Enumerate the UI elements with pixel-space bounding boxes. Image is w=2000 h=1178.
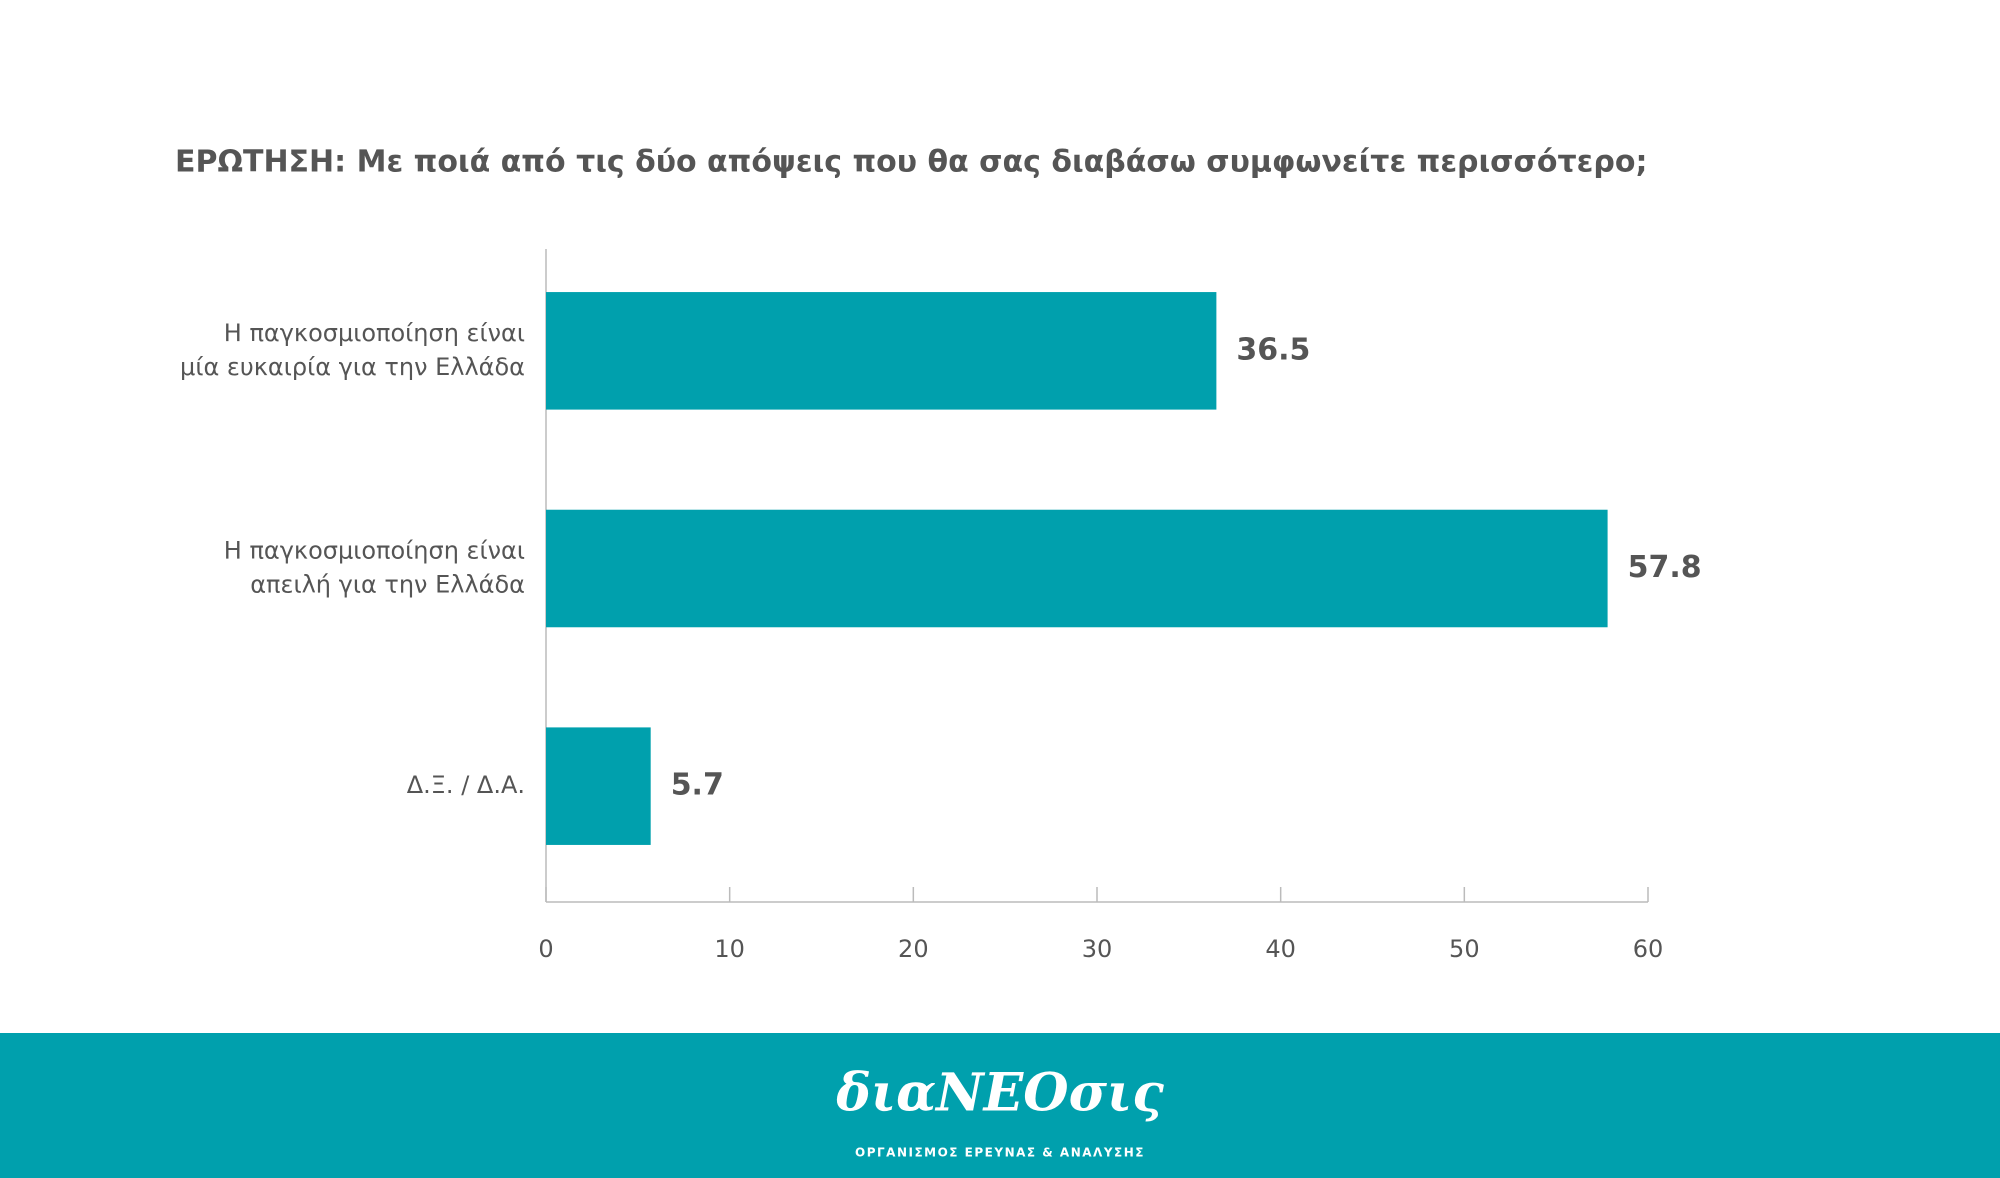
bar	[546, 727, 651, 845]
x-tick-label: 10	[714, 935, 745, 963]
footer-tagline: ΟΡΓΑΝΙΣΜΟΣ ΕΡΕΥΝΑΣ & ΑΝΑΛΥΣΗΣ	[855, 1146, 1145, 1160]
value-label: 57.8	[1628, 550, 1702, 585]
footer-logo: διαNEOσις	[835, 1063, 1164, 1124]
x-tick-label: 60	[1633, 935, 1664, 963]
y-tick-label: Η παγκοσμιοποίηση είναι μία ευκαιρία για …	[180, 319, 525, 381]
x-tick-label: 50	[1449, 935, 1480, 963]
bar	[546, 509, 1608, 628]
x-tick-label: 0	[538, 935, 553, 963]
value-label: 5.7	[671, 768, 724, 803]
x-tick-label: 20	[898, 935, 929, 963]
y-tick-label: Η παγκοσμιοποίηση είναι απειλή για την Ελ…	[224, 537, 525, 599]
bar	[546, 292, 1217, 410]
chart-title: ΕΡΩΤΗΣΗ: Με ποιά από τις δύο απόψεις που…	[175, 145, 1647, 180]
y-tick-label: Δ.Ξ. / Δ.Α.	[407, 771, 525, 799]
value-label: 36.5	[1236, 332, 1310, 367]
x-tick-label: 40	[1265, 935, 1296, 963]
x-tick-label: 30	[1082, 935, 1113, 963]
footer-band	[0, 1033, 2000, 1178]
